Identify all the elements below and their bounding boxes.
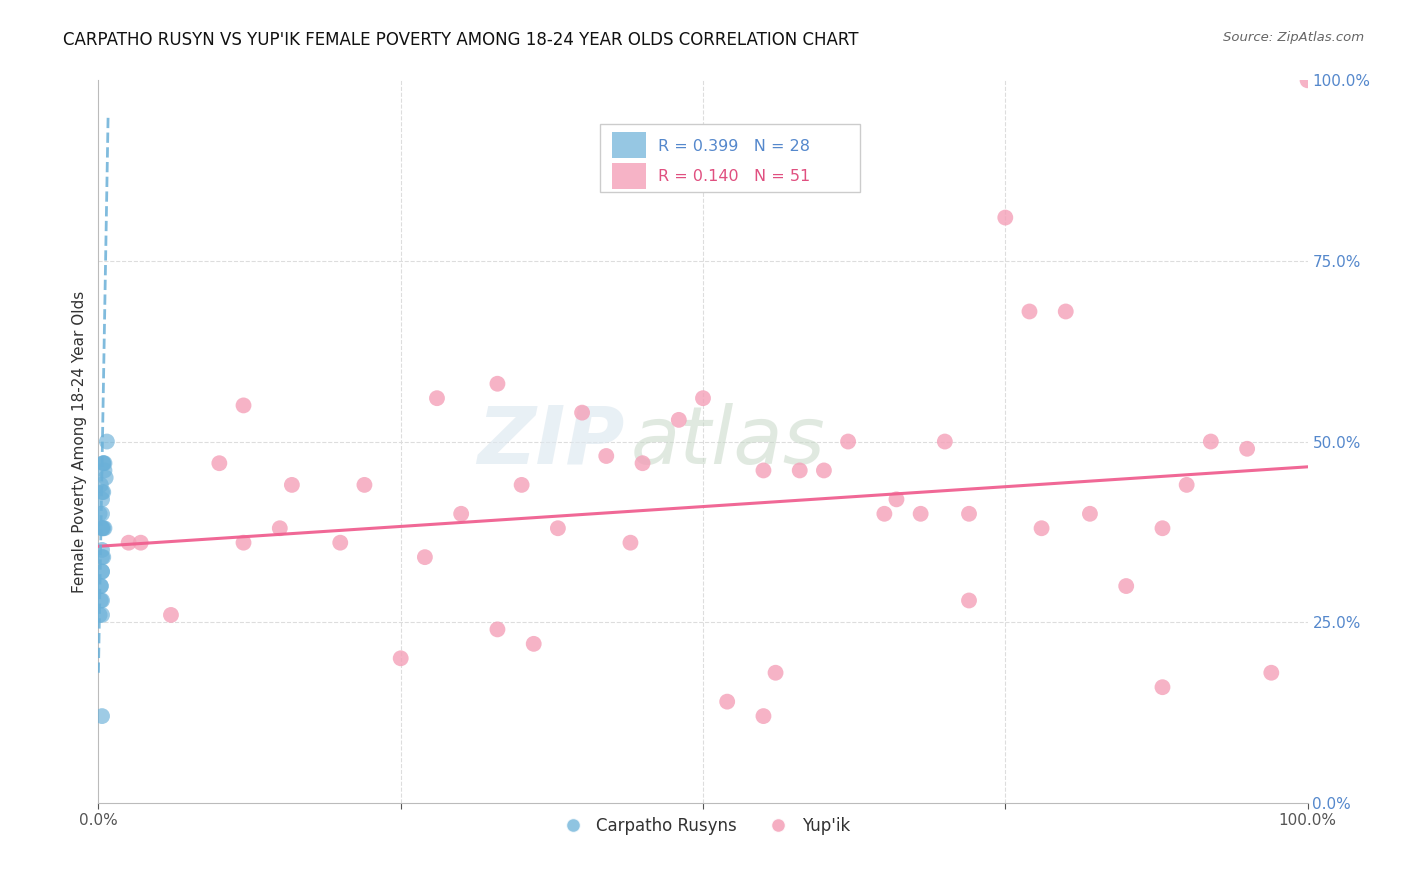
Text: ZIP: ZIP [477,402,624,481]
Point [571,406,593,420]
FancyBboxPatch shape [600,124,860,193]
Point [91,485,114,500]
Point [547,521,569,535]
Point [232,398,254,412]
Text: Source: ZipAtlas.com: Source: ZipAtlas.com [1223,31,1364,45]
Point [1018,304,1040,318]
Point [631,456,654,470]
Point [91,607,114,622]
Point [486,623,509,637]
Point [692,391,714,405]
Point [329,535,352,549]
Point [91,542,114,557]
Point [510,478,533,492]
Point [90,478,112,492]
Point [93,456,115,470]
Point [957,507,980,521]
Point [1199,434,1222,449]
Text: R = 0.140   N = 51: R = 0.140 N = 51 [658,169,810,184]
Point [90,579,112,593]
Point [1078,507,1101,521]
Point [1296,73,1319,87]
Point [957,593,980,607]
Point [89,507,111,521]
Point [91,565,114,579]
Point [91,565,114,579]
Point [873,507,896,521]
Point [91,593,114,607]
Point [91,550,114,565]
Text: R = 0.399   N = 28: R = 0.399 N = 28 [658,138,810,153]
Point [934,434,956,449]
Point [91,521,114,535]
Point [789,463,811,477]
Point [752,463,775,477]
Point [118,535,141,549]
Point [1260,665,1282,680]
Point [765,665,787,680]
Point [129,535,152,549]
Point [93,521,115,535]
Point [1031,521,1053,535]
Point [619,535,641,549]
Point [910,507,932,521]
Point [91,521,114,535]
Point [91,709,114,723]
Point [90,593,112,607]
Text: CARPATHO RUSYN VS YUP'IK FEMALE POVERTY AMONG 18-24 YEAR OLDS CORRELATION CHART: CARPATHO RUSYN VS YUP'IK FEMALE POVERTY … [63,31,859,49]
Point [1152,521,1174,535]
Point [89,607,111,622]
Point [353,478,375,492]
Point [96,434,118,449]
Point [160,607,183,622]
Point [232,535,254,549]
Point [281,478,304,492]
Legend: Carpatho Rusyns, Yup'ik: Carpatho Rusyns, Yup'ik [550,810,856,841]
Point [91,456,114,470]
Point [1054,304,1077,318]
FancyBboxPatch shape [613,162,647,188]
Point [752,709,775,723]
FancyBboxPatch shape [613,132,647,159]
Point [450,507,472,521]
Point [837,434,859,449]
Point [389,651,412,665]
Point [486,376,509,391]
Point [93,463,115,477]
Point [426,391,449,405]
Point [91,507,114,521]
Point [668,413,690,427]
Point [269,521,291,535]
Point [91,550,114,565]
Point [91,456,114,470]
Point [813,463,835,477]
Point [1115,579,1137,593]
Point [886,492,908,507]
Point [91,485,114,500]
Point [1175,478,1198,492]
Text: atlas: atlas [630,402,825,481]
Point [1152,680,1174,694]
Point [994,211,1017,225]
Point [523,637,546,651]
Point [716,695,738,709]
Point [90,579,112,593]
Point [91,492,114,507]
Y-axis label: Female Poverty Among 18-24 Year Olds: Female Poverty Among 18-24 Year Olds [72,291,87,592]
Point [413,550,436,565]
Point [94,470,117,484]
Point [91,521,114,535]
Point [1236,442,1258,456]
Point [595,449,617,463]
Point [208,456,231,470]
